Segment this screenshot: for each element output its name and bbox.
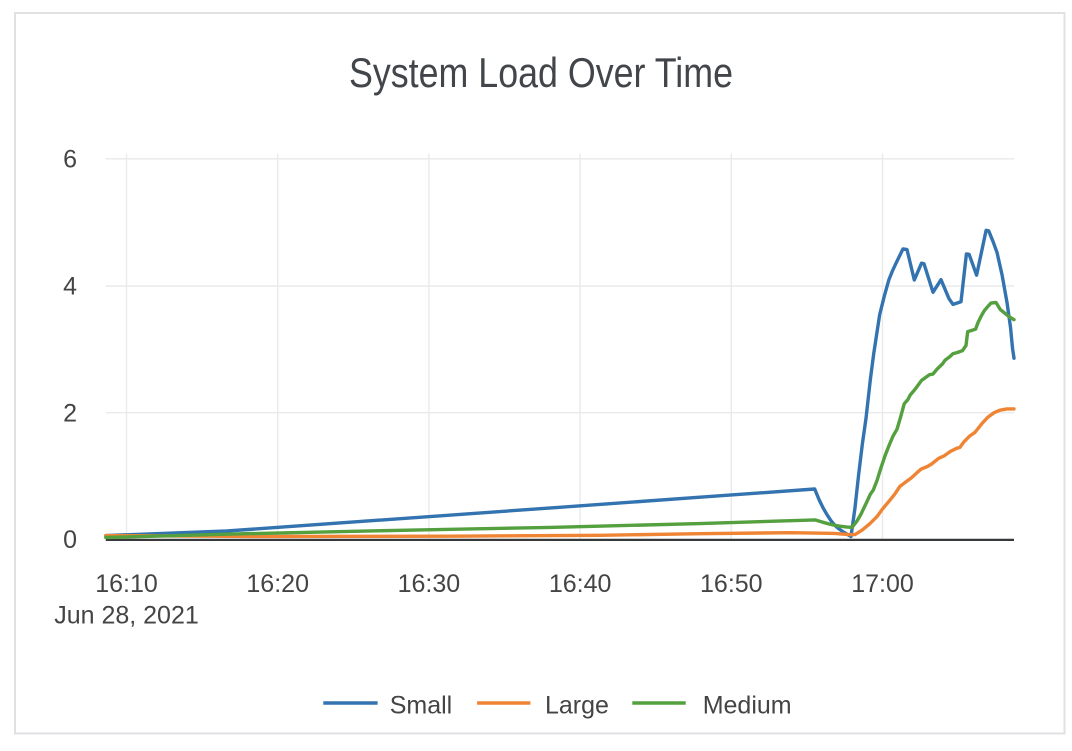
svg-text:0: 0: [63, 526, 77, 554]
svg-text:4: 4: [63, 273, 77, 301]
svg-text:Medium: Medium: [703, 692, 792, 720]
svg-text:6: 6: [63, 145, 77, 173]
svg-text:System Load Over Time: System Load Over Time: [349, 49, 733, 96]
svg-text:16:20: 16:20: [246, 570, 309, 598]
svg-text:16:10: 16:10: [95, 570, 158, 598]
svg-text:Jun 28, 2021: Jun 28, 2021: [54, 602, 199, 630]
svg-text:16:50: 16:50: [700, 570, 763, 598]
svg-text:Large: Large: [545, 692, 609, 720]
svg-text:Small: Small: [390, 692, 453, 720]
svg-text:16:40: 16:40: [549, 570, 612, 598]
svg-text:16:30: 16:30: [398, 570, 461, 598]
svg-text:2: 2: [63, 399, 77, 427]
svg-text:17:00: 17:00: [851, 570, 914, 598]
